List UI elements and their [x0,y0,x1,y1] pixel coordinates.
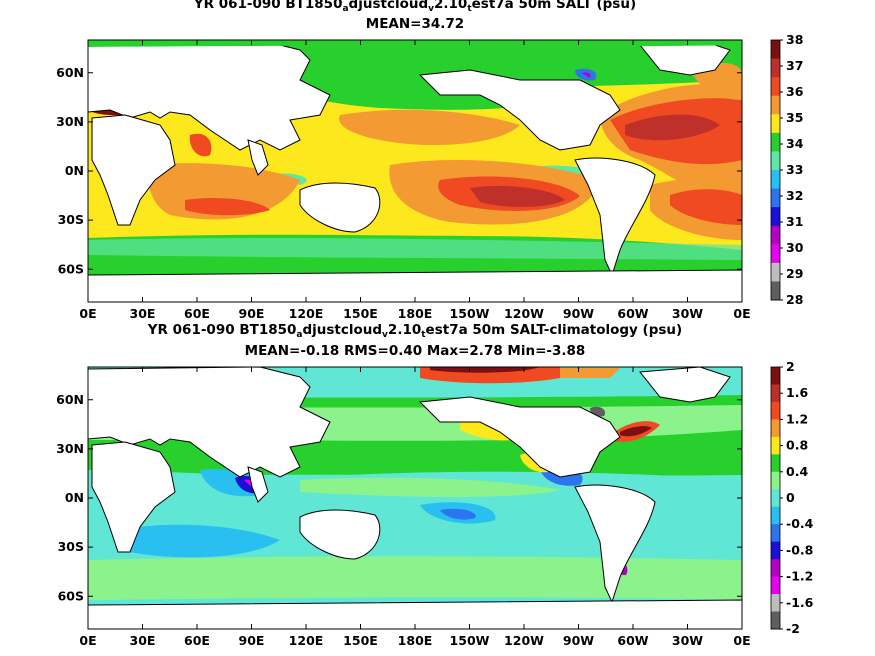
colorbar-tick-label: 35 [786,110,803,125]
bottom-bias-map [88,367,742,629]
x-tick-label: 60E [184,633,210,648]
colorbar-tick-label: 0 [786,490,795,505]
x-tick-label: 0E [79,306,96,321]
colorbar-tick-label: -0.8 [786,542,813,557]
colorbar-swatch [771,95,780,115]
x-tick-label: 180E [398,633,433,648]
x-tick-label: 150E [343,306,378,321]
colorbar-tick-label: 30 [786,240,804,255]
colorbar-swatch [771,419,780,438]
colorbar-swatch [771,524,780,543]
y-tick-label: 30S [58,212,84,227]
colorbar-tick-label: 1.6 [786,385,808,400]
colorbar-tick-label: 32 [786,188,803,203]
y-tick-label: 0N [65,490,84,505]
colorbar-swatch [771,594,780,613]
y-tick-label: 60N [56,65,84,80]
x-tick-label: 120W [504,306,544,321]
x-tick-label: 0E [79,633,96,648]
bottom-chart-title: YR 061-090 BT1850adjustcloudv2.10test7a … [147,322,683,340]
x-tick-label: 90E [239,306,265,321]
x-tick-label: 120W [504,633,544,648]
colorbar-swatch [771,225,780,245]
colorbar-swatch [771,244,780,264]
x-tick-label: 150W [450,633,490,648]
y-tick-label: 30S [58,539,84,554]
colorbar-tick-label: 31 [786,214,803,229]
colorbar-swatch [771,207,780,227]
colorbar-tick-label: 33 [786,162,803,177]
x-tick-label: 0E [733,306,750,321]
x-tick-label: 60E [184,306,210,321]
colorbar-swatch [771,489,780,508]
colorbar-swatch [771,384,780,403]
top-chart-title: YR 061-090 BT1850adjustcloudv2.10test7a … [193,0,637,14]
y-tick-label: 30N [56,114,84,129]
colorbar-tick-label: -2 [786,621,800,636]
colorbar-swatch [771,471,780,490]
axes-layer: 0E 30E 60E 90E 120E 150E 180E 150W 120W 90W 60W 30W… [56,40,751,648]
colorbar-swatch [771,367,780,385]
x-tick-label: 120E [289,306,324,321]
x-tick-label: 150E [343,633,378,648]
y-tick-label: 60S [58,261,84,276]
colorbar-swatch [771,436,780,455]
x-tick-label: 120E [289,633,324,648]
x-tick-label: 150W [450,306,490,321]
colorbar-tick-label: 37 [786,58,803,73]
colorbar-swatch [771,576,780,595]
colorbar-tick-label: 36 [786,84,804,99]
colorbar-swatch [771,58,780,78]
colorbar-swatch [771,506,780,525]
x-tick-label: 30E [130,306,156,321]
x-tick-label: 30W [672,306,703,321]
x-tick-label: 90W [563,306,594,321]
colorbar-swatch [771,114,780,134]
colorbar-swatch [771,151,780,171]
colorbar-swatch [771,188,780,208]
colorbar-tick-label: -1.6 [786,595,814,610]
x-tick-label: 0E [733,633,750,648]
colorbar-tick-label: 29 [786,266,803,281]
y-tick-label: 30N [56,441,84,456]
bottom-chart-subtitle: MEAN=-0.18 RMS=0.40 Max=2.78 Min=-3.88 [244,343,586,359]
top-chart-subtitle: MEAN=34.72 [365,16,465,32]
x-tick-label: 60W [617,306,648,321]
y-tick-label: 60N [56,392,84,407]
colorbar-tick-label: 0.4 [786,464,808,479]
colorbar-tick-label: 0.8 [786,438,808,453]
x-tick-label: 90W [563,633,594,648]
colorbar-swatch [771,454,780,473]
colorbar-swatch [771,262,780,282]
x-tick-label: 30E [130,633,156,648]
colorbar-tick-label: -1.2 [786,569,813,584]
colorbar-swatch [771,401,780,420]
x-tick-label: 60W [617,633,648,648]
colorbar-swatch [771,611,780,630]
colorbar-swatch [771,40,780,60]
x-tick-label: 30W [672,633,703,648]
colorbar-tick-label: -0.4 [786,516,814,531]
colorbar-tick-label: 28 [786,292,803,307]
colorbar-swatch [771,170,780,190]
y-tick-label: 0N [65,163,84,178]
colorbar-swatch [771,281,780,301]
colorbar-tick-label: 1.2 [786,411,808,426]
colorbar-layer: 38 37 36 35 34 33 32 31 30 29 28 2 1.6 1.2 0.8 0.4 0 -0.4… [770,32,814,636]
y-tick-label: 60S [58,588,84,603]
top-salinity-map [88,40,742,302]
colorbar-swatch [771,132,780,152]
colorbar-tick-label: 34 [786,136,804,151]
colorbar-tick-label: 38 [786,32,803,47]
colorbar-swatch [771,559,780,578]
x-tick-label: 90E [239,633,265,648]
colorbar-tick-label: 2 [786,359,795,374]
colorbar-swatch [771,541,780,560]
colorbar-swatch [771,77,780,97]
x-tick-label: 180E [398,306,433,321]
